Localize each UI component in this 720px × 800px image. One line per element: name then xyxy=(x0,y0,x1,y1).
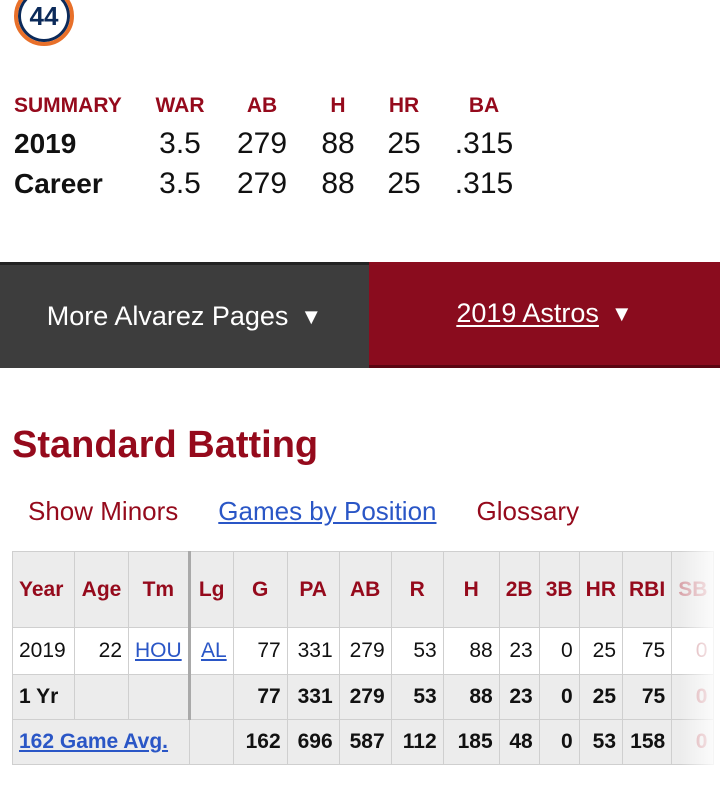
games-by-position-link[interactable]: Games by Position xyxy=(218,496,437,526)
col-home-runs[interactable]: HR xyxy=(578,551,624,628)
show-minors-toggle[interactable]: Show Minors xyxy=(28,496,179,526)
summary-stats: SUMMARY WAR AB H HR BA 2019 3.5 279 88 2… xyxy=(14,94,528,204)
summary-header: SUMMARY xyxy=(14,94,122,117)
more-player-pages-dropdown[interactable]: More Alvarez Pages ▼ xyxy=(0,262,369,368)
league-link[interactable]: AL xyxy=(200,639,227,662)
cell-2b: 23 xyxy=(498,674,540,720)
summary-row-career: Career 3.5 279 88 25 .315 xyxy=(14,164,528,204)
caret-down-icon: ▼ xyxy=(300,303,323,329)
team-pages-dropdown[interactable]: 2019 Astros ▼ xyxy=(369,262,720,368)
cell-h: 185 xyxy=(442,719,500,765)
cell-year: 162 Game Avg. xyxy=(12,719,190,765)
cell-sb: 0 xyxy=(671,627,715,675)
summary-row-label: Career xyxy=(14,168,103,199)
summary-ab: 279 xyxy=(236,127,288,160)
team-link[interactable]: HOU xyxy=(135,639,182,662)
cell-team xyxy=(128,674,191,720)
jersey-number: 44 xyxy=(29,0,59,31)
cell-r: 53 xyxy=(390,674,444,720)
col-team[interactable]: Tm xyxy=(128,551,191,628)
summary-war: 3.5 xyxy=(159,167,201,200)
table-header-row: Year Age Tm Lg G PA AB R H 2B 3B HR RBI … xyxy=(12,551,715,628)
cell-pa: 696 xyxy=(286,719,340,765)
cell-rbi: 75 xyxy=(622,674,673,720)
cell-age: 22 xyxy=(74,627,129,675)
summary-ba: .315 xyxy=(454,167,514,200)
162-game-avg-link[interactable]: 162 Game Avg. xyxy=(19,730,169,753)
cell-rbi: 158 xyxy=(622,719,673,765)
cell-3b: 0 xyxy=(538,719,580,765)
cell-hr: 25 xyxy=(578,674,624,720)
cell-hr: 53 xyxy=(578,719,624,765)
cell-h: 88 xyxy=(442,627,500,675)
summary-header-h: H xyxy=(330,94,346,117)
col-runs[interactable]: R xyxy=(390,551,444,628)
cell-sb: 0 xyxy=(671,674,715,720)
jersey-number-badge: 44 xyxy=(14,0,74,46)
summary-hr: 25 xyxy=(387,127,421,160)
cell-year: 1 Yr xyxy=(12,674,75,720)
standard-batting-table: Year Age Tm Lg G PA AB R H 2B 3B HR RBI … xyxy=(12,551,715,765)
table-row-1yr-total: 1 Yr 77 331 279 53 88 23 0 25 75 0 xyxy=(12,674,715,720)
cell-2b: 48 xyxy=(498,719,540,765)
col-doubles[interactable]: 2B xyxy=(498,551,540,628)
summary-h: 88 xyxy=(321,167,355,200)
summary-row-2019: 2019 3.5 279 88 25 .315 xyxy=(14,124,528,164)
cell-league xyxy=(188,674,234,720)
cell-sb: 0 xyxy=(671,719,715,765)
summary-header-war: WAR xyxy=(155,94,205,117)
cell-g: 162 xyxy=(232,719,288,765)
table-row-162-game-avg: 162 Game Avg. 162 696 587 112 185 48 0 5… xyxy=(12,719,715,765)
cell-2b: 23 xyxy=(498,627,540,675)
col-ab[interactable]: AB xyxy=(338,551,392,628)
col-year[interactable]: Year xyxy=(12,551,75,628)
summary-header-ba: BA xyxy=(468,94,500,117)
cell-pa: 331 xyxy=(286,627,340,675)
cell-ab: 279 xyxy=(338,674,392,720)
cell-3b: 0 xyxy=(538,674,580,720)
cell-team: HOU xyxy=(128,627,191,675)
summary-hr: 25 xyxy=(387,167,421,200)
summary-h: 88 xyxy=(321,127,355,160)
player-nav-bar: More Alvarez Pages ▼ 2019 Astros ▼ xyxy=(0,262,720,368)
col-games[interactable]: G xyxy=(232,551,288,628)
cell-h: 88 xyxy=(442,674,500,720)
cell-league xyxy=(188,719,234,765)
team-pages-link[interactable]: 2019 Astros xyxy=(456,298,599,328)
cell-pa: 331 xyxy=(286,674,340,720)
cell-age xyxy=(74,674,129,720)
section-title: Standard Batting xyxy=(12,424,319,466)
cell-rbi: 75 xyxy=(622,627,673,675)
col-age[interactable]: Age xyxy=(74,551,129,628)
cell-hr: 25 xyxy=(578,627,624,675)
col-pa[interactable]: PA xyxy=(286,551,340,628)
col-stolen-bases[interactable]: SB xyxy=(671,551,715,628)
col-league[interactable]: Lg xyxy=(188,551,234,628)
glossary-link[interactable]: Glossary xyxy=(476,496,580,526)
standard-batting-table-container[interactable]: Year Age Tm Lg G PA AB R H 2B 3B HR RBI … xyxy=(12,551,720,766)
col-triples[interactable]: 3B xyxy=(538,551,580,628)
cell-year: 2019 xyxy=(12,627,75,675)
summary-war: 3.5 xyxy=(159,127,201,160)
cell-g: 77 xyxy=(232,674,288,720)
summary-header-hr: HR xyxy=(388,94,420,117)
col-rbi[interactable]: RBI xyxy=(622,551,673,628)
cell-ab: 587 xyxy=(338,719,392,765)
summary-header-ab: AB xyxy=(246,94,278,117)
cell-ab: 279 xyxy=(338,627,392,675)
col-hits[interactable]: H xyxy=(442,551,500,628)
cell-r: 112 xyxy=(390,719,444,765)
caret-down-icon: ▼ xyxy=(610,300,633,326)
cell-league: AL xyxy=(188,627,234,675)
table-filter-links: Show Minors Games by Position Glossary xyxy=(28,496,579,527)
more-player-pages-label: More Alvarez Pages xyxy=(46,301,289,331)
cell-3b: 0 xyxy=(538,627,580,675)
summary-row-label: 2019 xyxy=(14,128,77,159)
summary-ba: .315 xyxy=(454,127,514,160)
cell-g: 77 xyxy=(232,627,288,675)
summary-ab: 279 xyxy=(236,167,288,200)
cell-r: 53 xyxy=(390,627,444,675)
table-row-2019: 2019 22 HOU AL 77 331 279 53 88 23 0 25 … xyxy=(12,627,715,675)
